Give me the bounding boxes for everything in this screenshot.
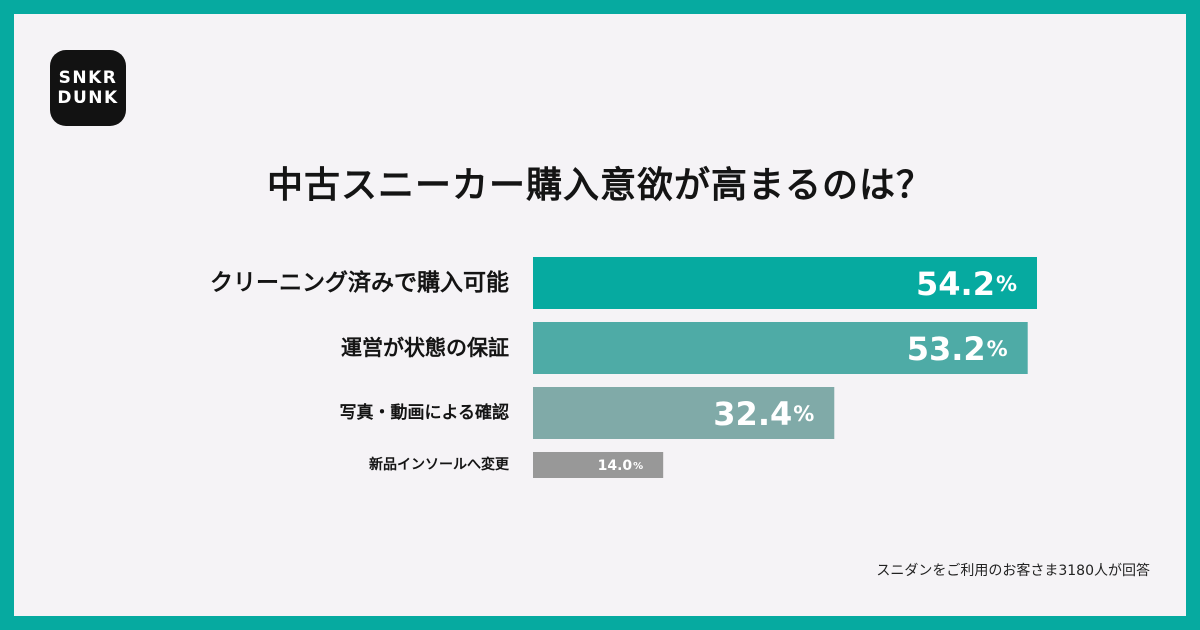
value-label-4: 14.0% bbox=[598, 458, 644, 474]
bar-1 bbox=[533, 257, 1037, 309]
bar-2 bbox=[533, 322, 1028, 374]
bar-chart: クリーニング済みで購入可能 54.2% 運営が状態の保証 53.2% 写真・動画による確… bbox=[210, 257, 1037, 478]
logo-line-2: DUNK bbox=[57, 88, 119, 108]
bar-4 bbox=[533, 452, 664, 478]
survey-note: スニダンをご利用のお客さま3180人が回答 bbox=[876, 563, 1150, 579]
category-label-3: 写真・動画による確認 bbox=[340, 402, 510, 423]
category-label-2: 運営が状態の保証 bbox=[341, 336, 509, 360]
category-label-4: 新品インソールへ変更 bbox=[369, 456, 510, 473]
chart-title: 中古スニーカー購入意欲が高まるのは？ bbox=[266, 165, 933, 206]
value-label-2: 53.2% bbox=[907, 330, 1008, 368]
snkrdunk-logo: SNKR DUNK bbox=[50, 50, 126, 126]
value-label-1: 54.2% bbox=[916, 265, 1017, 303]
bar-3 bbox=[533, 387, 835, 439]
value-label-3: 32.4% bbox=[713, 395, 814, 433]
category-label-1: クリーニング済みで購入可能 bbox=[210, 269, 509, 296]
logo-line-1: SNKR bbox=[58, 68, 118, 88]
